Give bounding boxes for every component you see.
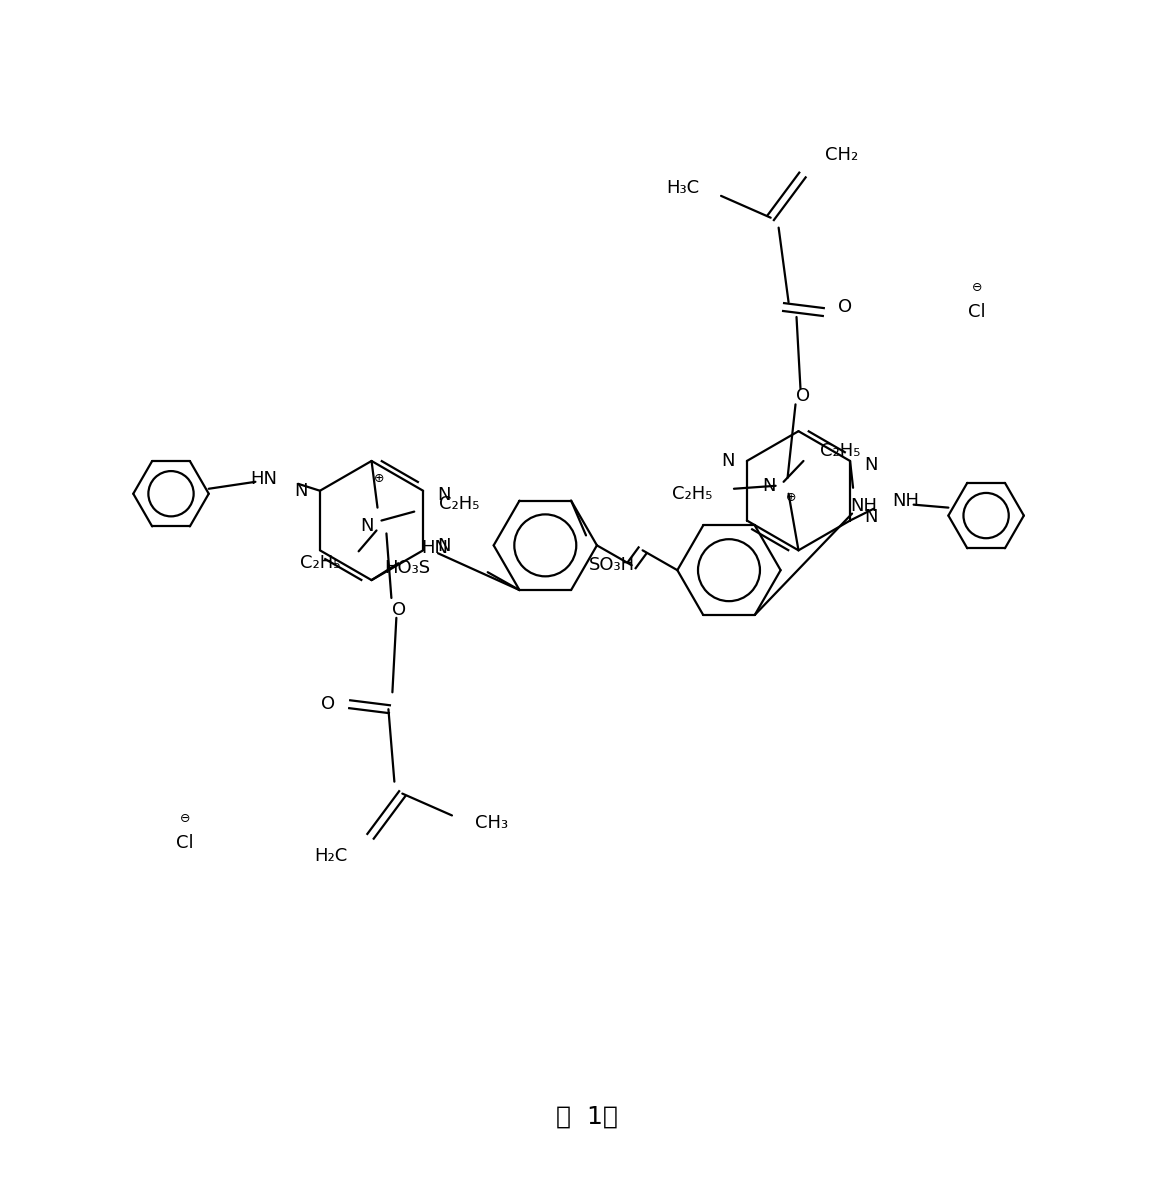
Text: ⊕: ⊕ — [787, 491, 797, 504]
Text: C₂H₅: C₂H₅ — [439, 494, 479, 512]
Text: Cl: Cl — [969, 303, 986, 322]
Text: Cl: Cl — [176, 834, 194, 853]
Text: N: N — [722, 451, 735, 470]
Text: O: O — [321, 696, 335, 713]
Text: N: N — [437, 537, 451, 555]
Text: NH: NH — [892, 492, 919, 510]
Text: N: N — [762, 476, 776, 494]
Text: H₂C: H₂C — [315, 847, 348, 865]
Text: N: N — [864, 507, 877, 525]
Text: O: O — [392, 601, 406, 619]
Text: C₂H₅: C₂H₅ — [672, 485, 713, 503]
Text: N: N — [437, 486, 451, 504]
Text: CH₂: CH₂ — [825, 146, 858, 164]
Text: ⊖: ⊖ — [972, 281, 983, 294]
Text: ⊕: ⊕ — [375, 473, 385, 486]
Text: N: N — [295, 481, 308, 500]
Text: SO₃H: SO₃H — [589, 556, 635, 574]
Text: O: O — [796, 387, 810, 405]
Text: HN: HN — [421, 540, 448, 557]
Text: N: N — [864, 456, 877, 474]
Text: O: O — [838, 298, 852, 316]
Text: ⊖: ⊖ — [180, 812, 190, 825]
Text: NH: NH — [850, 497, 877, 515]
Text: 式  1。: 式 1。 — [556, 1104, 618, 1128]
Text: HO₃S: HO₃S — [384, 560, 430, 578]
Text: C₂H₅: C₂H₅ — [821, 442, 861, 460]
Text: C₂H₅: C₂H₅ — [301, 554, 340, 572]
Text: H₃C: H₃C — [666, 179, 700, 197]
Text: N: N — [360, 517, 373, 535]
Text: CH₃: CH₃ — [474, 815, 508, 833]
Text: HN: HN — [250, 469, 277, 488]
